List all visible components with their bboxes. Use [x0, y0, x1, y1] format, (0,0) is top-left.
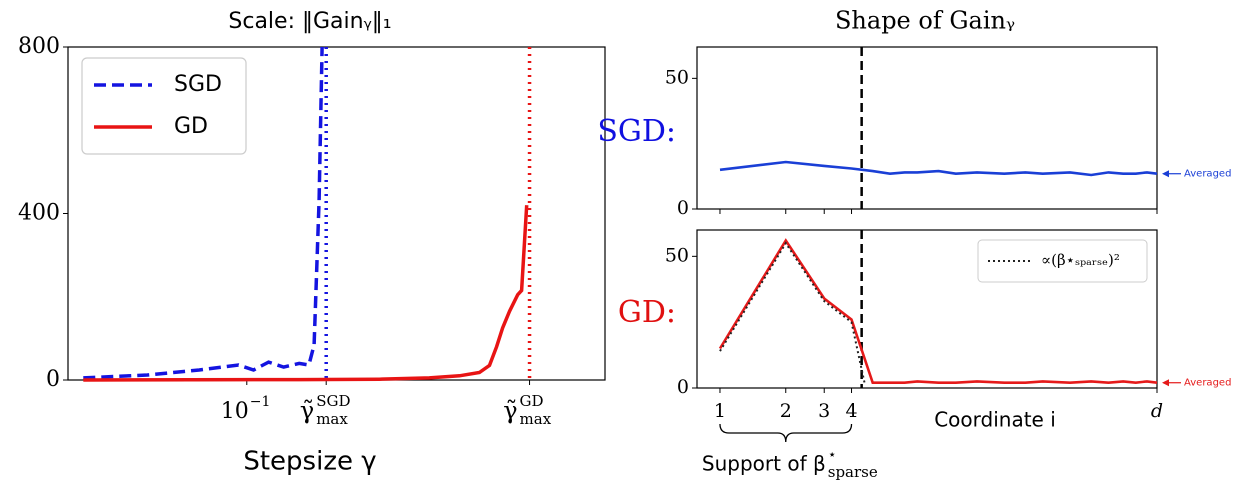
- x-tick-label-sup: SGD: [316, 392, 350, 410]
- x-tick-label-sup: −1: [250, 394, 271, 410]
- x-tick-label-group: 10 −1: [221, 394, 271, 424]
- series-line: [719, 241, 866, 385]
- left-title: Scale: ‖Gainᵧ‖₁: [228, 9, 391, 34]
- legend-label: GD: [174, 114, 208, 139]
- legend-box: [81, 57, 247, 155]
- x-tick-label: γ̃: [503, 397, 517, 425]
- annotation-arrowhead: [1162, 379, 1169, 387]
- right-x-label: Coordinate i: [934, 408, 1056, 432]
- left-x-label: Stepsize γ: [243, 447, 376, 477]
- row-label: GD:: [618, 295, 676, 330]
- support-label-group: Support of β ⋆sparse: [702, 447, 878, 481]
- right-title: Shape of Gainᵧ: [835, 7, 1015, 35]
- panel-frame: [696, 229, 1158, 389]
- x-tick-label-sup: GD: [520, 392, 544, 410]
- annotation: Averaged: [1184, 378, 1231, 389]
- y-tick-label: 0: [677, 376, 689, 398]
- panel-frame: [696, 46, 1158, 210]
- series-line: [718, 238, 1158, 385]
- y-tick-label: 0: [46, 367, 60, 392]
- y-tick-label: 400: [18, 201, 60, 226]
- x-tick-label-sub: max: [316, 410, 348, 428]
- support-label: Support of β: [702, 452, 826, 476]
- x-tick-label: 1: [714, 400, 726, 422]
- series-line: [83, 205, 529, 382]
- y-tick-label: 50: [665, 244, 689, 266]
- legend-label: ∝(β⋆ₛₚₐᵣₛₑ)²: [1041, 251, 1120, 269]
- support-label-sub: sparse: [828, 463, 878, 481]
- x-tick-label-sub: max: [520, 410, 552, 428]
- series-line: [719, 160, 1158, 177]
- legend-label: SGD: [174, 72, 222, 97]
- x-tick-label: γ̃: [300, 397, 314, 425]
- x-tick-label: 4: [845, 400, 857, 422]
- support-label-sup: ⋆: [828, 447, 837, 463]
- x-tick-label: 10: [221, 399, 249, 424]
- y-tick-label: 50: [665, 66, 689, 88]
- series-line: [83, 46, 324, 380]
- support-brace: [719, 423, 853, 443]
- y-tick-label: 0: [677, 197, 689, 219]
- x-tick-label: d: [1151, 400, 1163, 422]
- row-label: SGD:: [597, 114, 676, 149]
- y-tick-label: 800: [18, 34, 60, 59]
- legend-box: [977, 239, 1148, 283]
- x-tick-label: 3: [818, 400, 830, 422]
- annotation: Averaged: [1184, 169, 1231, 180]
- x-tick-label: 2: [780, 400, 792, 422]
- annotation-arrowhead: [1162, 170, 1169, 178]
